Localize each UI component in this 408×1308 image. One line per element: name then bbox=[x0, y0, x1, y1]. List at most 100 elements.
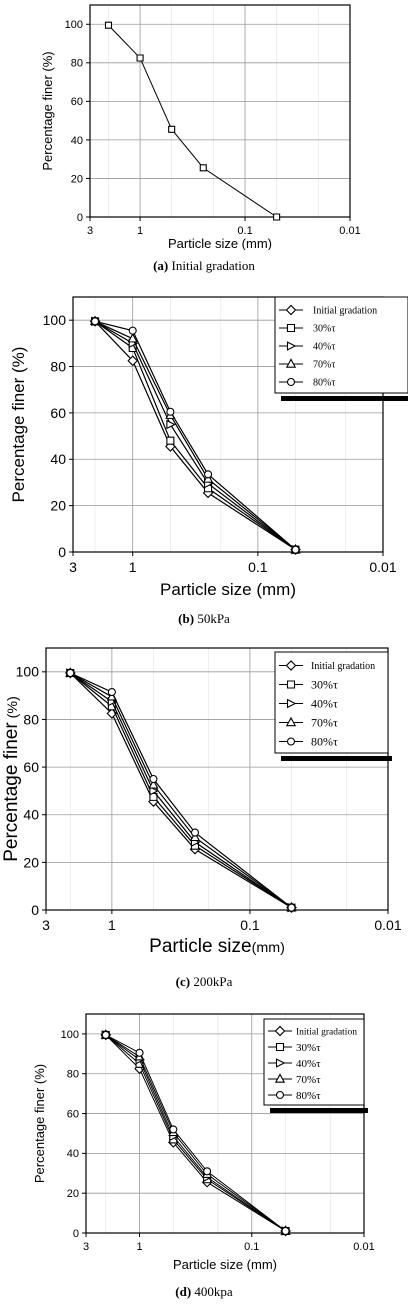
data-point bbox=[104, 21, 113, 29]
y-axis-label: Percentage finer (%) bbox=[32, 1064, 47, 1183]
legend-marker bbox=[286, 698, 297, 709]
x-tick-label: 0.1 bbox=[237, 225, 252, 237]
legend-marker bbox=[274, 1025, 286, 1037]
x-tick-label: 0.1 bbox=[248, 559, 268, 575]
data-point bbox=[149, 786, 159, 796]
data-point bbox=[190, 828, 200, 837]
series-2 bbox=[66, 668, 297, 913]
data-point bbox=[169, 1125, 178, 1134]
series-line bbox=[105, 1034, 286, 1232]
legend-underbar bbox=[281, 396, 408, 401]
plot-frame bbox=[85, 1013, 365, 1234]
series-line bbox=[70, 672, 292, 909]
x-tick-label: 1 bbox=[129, 559, 137, 575]
series-0 bbox=[64, 667, 297, 913]
legend-label: 70%τ bbox=[313, 360, 335, 371]
plot-frame bbox=[45, 647, 389, 911]
series-0 bbox=[104, 21, 281, 221]
chart-panel-b: 3 1 0.1 0.01 0 20 40 60 80 100 Particle size (mm) P… bbox=[0, 285, 408, 630]
y-tick-label: 60 bbox=[71, 96, 83, 108]
caption-a: (a) Initial gradation bbox=[0, 258, 408, 274]
y-tick-label: 20 bbox=[71, 173, 83, 185]
y-tick-label: 100 bbox=[43, 312, 67, 328]
y-tick-label: 80 bbox=[23, 711, 39, 727]
data-point bbox=[149, 792, 158, 801]
data-point bbox=[291, 545, 300, 554]
legend-marker bbox=[286, 680, 296, 689]
series-2 bbox=[90, 316, 301, 555]
legend-marker bbox=[286, 737, 296, 746]
series-1 bbox=[90, 317, 300, 554]
legend-marker bbox=[286, 377, 296, 387]
y-tick-label: 100 bbox=[65, 19, 83, 31]
y-tick-label: 20 bbox=[50, 498, 66, 514]
y-tick-label: 80 bbox=[50, 358, 66, 374]
x-tick-label: 1 bbox=[108, 917, 116, 933]
x-tick-label: 0.01 bbox=[369, 559, 396, 575]
x-tick-label: 3 bbox=[69, 559, 77, 575]
data-point bbox=[101, 1030, 110, 1039]
data-point bbox=[166, 407, 175, 416]
y-tick-label: 20 bbox=[67, 1188, 79, 1200]
y-tick-label: 100 bbox=[16, 664, 40, 680]
series-3 bbox=[65, 667, 297, 912]
legend-label: Initial gradation bbox=[311, 661, 375, 672]
data-point bbox=[166, 436, 175, 445]
x-tick-label: 1 bbox=[136, 1241, 142, 1253]
y-tick-label: 0 bbox=[77, 212, 83, 224]
y-tick-label: 60 bbox=[23, 759, 39, 775]
y-tick-label: 0 bbox=[73, 1228, 79, 1240]
legend-label: 70%τ bbox=[296, 1074, 321, 1086]
legend-label: 80%τ bbox=[313, 378, 335, 389]
caption-c: (c) 200kPa bbox=[0, 974, 408, 990]
legend: Initial gradation 30%τ 40%τ 70%τ 80%τ bbox=[274, 296, 408, 401]
series-line bbox=[105, 1034, 286, 1232]
chart-panel-d: 3 1 0.1 0.01 0 20 40 60 80 100 Particle size (mm) P… bbox=[0, 1005, 408, 1308]
series-line bbox=[94, 320, 296, 551]
data-point bbox=[168, 125, 176, 133]
series-4 bbox=[90, 317, 300, 554]
plot-frame bbox=[72, 296, 384, 553]
data-point bbox=[281, 1226, 290, 1236]
series-3 bbox=[100, 1029, 291, 1235]
data-point bbox=[128, 326, 137, 335]
chart-50kpa: 3 1 0.1 0.01 0 20 40 60 80 100 Particle size (mm) P… bbox=[9, 296, 408, 599]
legend-label: 30%τ bbox=[313, 324, 335, 335]
legend-label: 70%τ bbox=[311, 716, 338, 730]
y-tick-label: 60 bbox=[67, 1108, 79, 1120]
data-point bbox=[204, 470, 213, 479]
series-line bbox=[69, 672, 292, 909]
legend-marker bbox=[286, 323, 296, 333]
caption-c-tag: (c) bbox=[175, 974, 191, 989]
caption-d: (d) 400kpa bbox=[0, 1284, 408, 1300]
legend-label: 80%τ bbox=[311, 735, 338, 749]
data-point bbox=[148, 779, 159, 789]
series-line bbox=[105, 1034, 286, 1232]
legend: Initial gradation 30%τ 40%τ 70%τ 80%τ bbox=[263, 1018, 368, 1113]
series-line bbox=[69, 672, 292, 909]
x-axis-unit: (mm) bbox=[252, 940, 285, 956]
legend-underbar bbox=[281, 756, 392, 761]
series-1 bbox=[101, 1030, 290, 1236]
y-axis-unit: (%) bbox=[5, 696, 21, 722]
series-3 bbox=[89, 315, 301, 554]
legend-box bbox=[274, 296, 408, 394]
legend-marker bbox=[285, 304, 297, 316]
data-point bbox=[189, 831, 201, 842]
series-4 bbox=[101, 1030, 290, 1236]
grid-lines bbox=[90, 5, 350, 217]
x-tick-label: 3 bbox=[42, 917, 50, 933]
data-point bbox=[199, 164, 207, 172]
x-tick-label: 0.1 bbox=[244, 1241, 259, 1253]
data-point bbox=[203, 1167, 212, 1176]
chart-panel-c: 3 1 0.1 0.01 0 20 40 60 80 100 Particle size(mm) Pe… bbox=[0, 640, 408, 1000]
chart-panel-a: 3 1 0.1 0.01 0 20 40 60 80 100 Particle size (mm) P… bbox=[0, 0, 408, 285]
caption-b: (b) 50kPa bbox=[0, 611, 408, 627]
series-line bbox=[94, 320, 296, 551]
y-axis-label: Percentage finer (%) bbox=[1, 696, 22, 862]
y-tick-label: 60 bbox=[50, 405, 66, 421]
data-point bbox=[90, 317, 100, 326]
data-point bbox=[127, 333, 138, 343]
plot-frame bbox=[89, 4, 351, 218]
data-point bbox=[66, 668, 75, 678]
